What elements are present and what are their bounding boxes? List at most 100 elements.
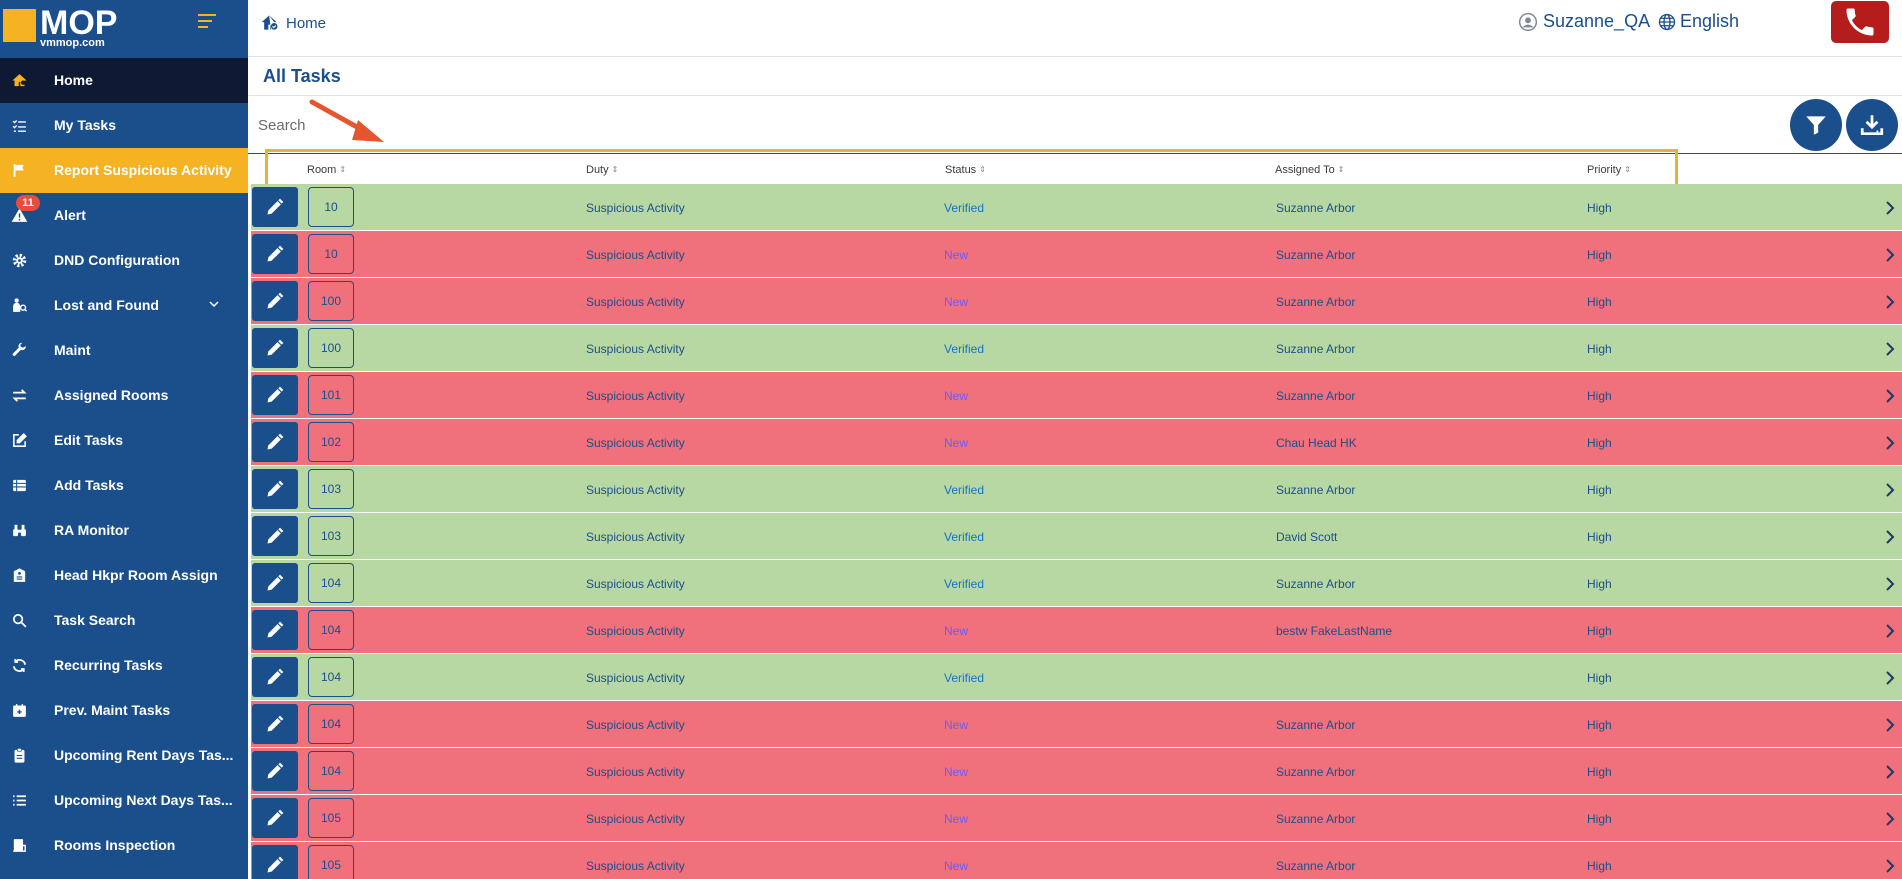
table-row[interactable]: 101 Suspicious Activity New Suzanne Arbor Hi…: [251, 372, 1902, 419]
edit-button[interactable]: [252, 187, 298, 227]
logo[interactable]: MOP vmmop.com: [40, 6, 117, 49]
table-row[interactable]: 100 Suspicious Activity Verified Suzanne Ar…: [251, 325, 1902, 372]
chevron-right-icon[interactable]: [1885, 295, 1895, 309]
sidebar-item-upcoming-next-days-tasks[interactable]: Upcoming Next Days Tas...: [0, 778, 248, 823]
language-selector[interactable]: English: [1658, 11, 1739, 32]
sidebar-item-alert[interactable]: 11 Alert: [0, 193, 248, 238]
table-row[interactable]: 105 Suspicious Activity New Suzanne Arbor Hi…: [251, 795, 1902, 842]
search-input[interactable]: [258, 110, 758, 140]
duty-cell: Suspicious Activity: [586, 530, 685, 544]
edit-button[interactable]: [252, 516, 298, 556]
edit-button[interactable]: [252, 469, 298, 509]
sort-icon: ⇕: [611, 165, 619, 174]
chevron-right-icon[interactable]: [1885, 718, 1895, 732]
sidebar-item-recurring-tasks[interactable]: Recurring Tasks: [0, 643, 248, 688]
breadcrumb[interactable]: Home: [259, 13, 326, 33]
chevron-right-icon[interactable]: [1885, 530, 1895, 544]
table-row[interactable]: 10 Suspicious Activity New Suzanne Arbor Hig…: [251, 231, 1902, 278]
column-header-priority[interactable]: Priority ⇕: [1587, 164, 1631, 176]
table-row[interactable]: 104 Suspicious Activity New bestw FakeLastN…: [251, 607, 1902, 654]
sidebar-item-label: Upcoming Rent Days Tas...: [54, 747, 234, 763]
call-button[interactable]: [1831, 1, 1889, 43]
user-menu[interactable]: Suzanne_QA: [1518, 11, 1650, 32]
table-header: Room ⇕ Duty ⇕ Status ⇕ Assigned To ⇕ Priorit…: [248, 154, 1902, 184]
sidebar-item-task-search[interactable]: Task Search: [0, 598, 248, 643]
priority-cell: High: [1587, 295, 1612, 309]
chevron-right-icon[interactable]: [1885, 765, 1895, 779]
sidebar-item-prev-maint-tasks[interactable]: Prev. Maint Tasks: [0, 688, 248, 733]
table-row[interactable]: 105 Suspicious Activity New Suzanne Arbor Hi…: [251, 842, 1902, 879]
priority-cell: High: [1587, 483, 1612, 497]
table-row[interactable]: 104 Suspicious Activity Verified Suzanne Ar…: [251, 560, 1902, 607]
assigned-to-cell: Suzanne Arbor: [1276, 389, 1356, 403]
table-row[interactable]: 104 Suspicious Activity New Suzanne Arbor Hi…: [251, 748, 1902, 795]
chevron-right-icon[interactable]: [1885, 577, 1895, 591]
edit-button[interactable]: [252, 610, 298, 650]
room-number: 10: [308, 234, 354, 274]
binoculars-icon: [9, 520, 29, 540]
pencil-icon: [267, 856, 284, 873]
priority-cell: High: [1587, 718, 1612, 732]
sidebar-item-home[interactable]: Home: [0, 58, 248, 103]
edit-button[interactable]: [252, 281, 298, 321]
table-row[interactable]: 103 Suspicious Activity Verified Suzanne Ar…: [251, 466, 1902, 513]
table-list-icon: [9, 475, 29, 495]
chevron-right-icon[interactable]: [1885, 624, 1895, 638]
sort-icon: ⇕: [339, 165, 347, 174]
sidebar-item-ra-monitor[interactable]: RA Monitor: [0, 508, 248, 553]
sidebar-item-my-tasks[interactable]: My Tasks: [0, 103, 248, 148]
sidebar-item-assigned-rooms[interactable]: Assigned Rooms: [0, 373, 248, 418]
chevron-right-icon[interactable]: [1885, 812, 1895, 826]
column-header-room[interactable]: Room ⇕: [307, 164, 347, 176]
filter-button[interactable]: [1790, 99, 1842, 151]
sidebar-item-report-suspicious-activity[interactable]: Report Suspicious Activity: [0, 148, 248, 193]
edit-button[interactable]: [252, 422, 298, 462]
pencil-icon: [267, 715, 284, 732]
edit-button[interactable]: [252, 234, 298, 274]
edit-button[interactable]: [252, 798, 298, 838]
duty-cell: Suspicious Activity: [586, 812, 685, 826]
sidebar-item-maint[interactable]: Maint: [0, 328, 248, 373]
table-row[interactable]: 104 Suspicious Activity New Suzanne Arbor Hi…: [251, 701, 1902, 748]
column-header-status[interactable]: Status ⇕: [945, 164, 986, 176]
chevron-down-icon[interactable]: [208, 298, 220, 310]
edit-button[interactable]: [252, 704, 298, 744]
table-row[interactable]: 103 Suspicious Activity Verified David Scot…: [251, 513, 1902, 560]
table-row[interactable]: 104 Suspicious Activity Verified High: [251, 654, 1902, 701]
sidebar-item-add-tasks[interactable]: Add Tasks: [0, 463, 248, 508]
duty-cell: Suspicious Activity: [586, 483, 685, 497]
chevron-right-icon[interactable]: [1885, 671, 1895, 685]
duty-cell: Suspicious Activity: [586, 718, 685, 732]
download-button[interactable]: [1846, 99, 1898, 151]
status-cell: Verified: [944, 671, 985, 685]
chevron-right-icon[interactable]: [1885, 389, 1895, 403]
edit-button[interactable]: [252, 563, 298, 603]
sidebar-item-lost-and-found[interactable]: Lost and Found: [0, 283, 248, 328]
pencil-icon: [267, 809, 284, 826]
table-row[interactable]: 10 Suspicious Activity Verified Suzanne Arb…: [251, 184, 1902, 231]
table-row[interactable]: 102 Suspicious Activity New Chau Head HK Hig…: [251, 419, 1902, 466]
chevron-right-icon[interactable]: [1885, 201, 1895, 215]
sidebar-item-dnd-configuration[interactable]: DND Configuration: [0, 238, 248, 283]
list-icon: [9, 790, 29, 810]
column-header-duty[interactable]: Duty ⇕: [586, 164, 619, 176]
chevron-right-icon[interactable]: [1885, 436, 1895, 450]
sidebar-item-edit-tasks[interactable]: Edit Tasks: [0, 418, 248, 463]
edit-button[interactable]: [252, 845, 298, 879]
menu-toggle-icon[interactable]: [198, 14, 220, 30]
edit-button[interactable]: [252, 375, 298, 415]
chevron-right-icon[interactable]: [1885, 483, 1895, 497]
edit-button[interactable]: [252, 328, 298, 368]
chevron-right-icon[interactable]: [1885, 342, 1895, 356]
sidebar-item-upcoming-rent-days-tasks[interactable]: Upcoming Rent Days Tas...: [0, 733, 248, 778]
chevron-right-icon[interactable]: [1885, 859, 1895, 873]
table-row[interactable]: 100 Suspicious Activity New Suzanne Arbor Hi…: [251, 278, 1902, 325]
column-header-assigned-to[interactable]: Assigned To ⇕: [1275, 164, 1345, 176]
user-name: Suzanne_QA: [1543, 11, 1651, 31]
sidebar-item-head-hkpr-room-assign[interactable]: Head Hkpr Room Assign: [0, 553, 248, 598]
edit-button[interactable]: [252, 657, 298, 697]
edit-button[interactable]: [252, 751, 298, 791]
sidebar-item-rooms-inspection[interactable]: Rooms Inspection: [0, 823, 248, 868]
chevron-right-icon[interactable]: [1885, 248, 1895, 262]
alert-count-badge: 11: [16, 195, 40, 211]
